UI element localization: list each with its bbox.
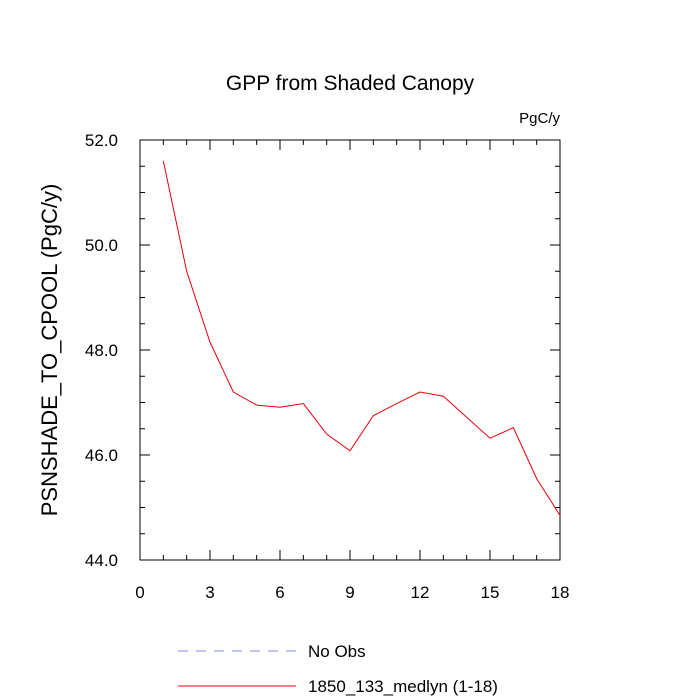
legend-label: No Obs — [308, 642, 366, 661]
series-line — [162, 160, 561, 516]
y-axis-label: PSNSHADE_TO_CPOOL (PgC/y) — [37, 184, 62, 517]
x-tick-label: 0 — [135, 583, 144, 602]
legend-label: 1850_133_medlyn (1-18) — [308, 677, 498, 696]
series-lines — [162, 160, 561, 516]
y-tick-label: 44.0 — [85, 551, 118, 570]
x-tick-label: 6 — [275, 583, 284, 602]
legend: No Obs 1850_133_medlyn (1-18) — [178, 642, 498, 696]
x-tick-label: 15 — [481, 583, 500, 602]
x-tick-label: 9 — [345, 583, 354, 602]
x-tick-label: 18 — [551, 583, 570, 602]
axis-ticks — [139, 139, 561, 561]
y-tick-label: 50.0 — [85, 236, 118, 255]
chart-title: GPP from Shaded Canopy — [226, 72, 475, 95]
x-tick-label: 3 — [205, 583, 214, 602]
y-tick-label: 52.0 — [85, 131, 118, 150]
plot-frame — [139, 139, 561, 561]
y-tick-label: 48.0 — [85, 341, 118, 360]
axis-tick-labels: 0 3 6 9 12 15 18 44.0 46.0 48.0 50.0 52.0 — [85, 131, 570, 602]
y-tick-label: 46.0 — [85, 446, 118, 465]
units-label: PgC/y — [519, 110, 560, 127]
x-tick-label: 12 — [411, 583, 430, 602]
